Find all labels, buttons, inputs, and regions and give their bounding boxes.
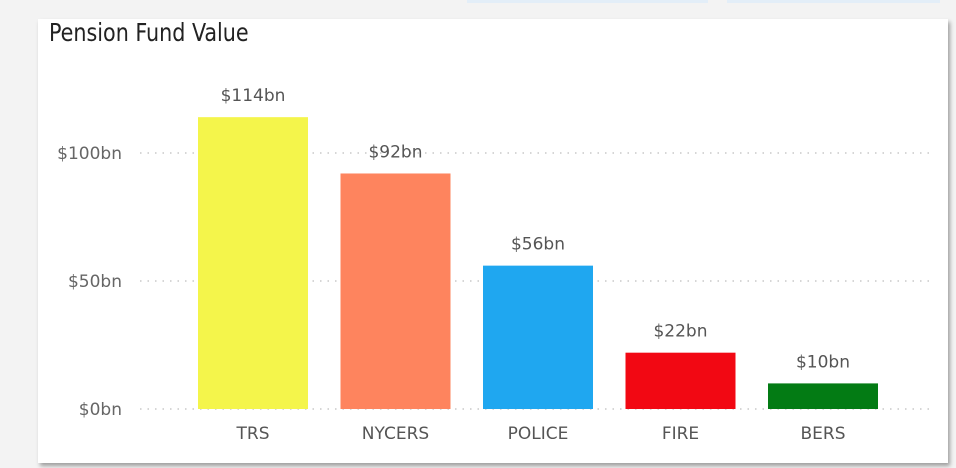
y-tick-label: $50bn [68,272,122,292]
x-tick-label: BERS [800,424,845,444]
x-tick-label: POLICE [508,424,569,444]
y-tick-label: $100bn [57,144,122,164]
bar-bers [768,383,878,409]
data-label: $56bn [511,235,565,255]
bar-nycers [340,173,451,409]
bar-trs [198,117,308,409]
bar-police [483,265,593,409]
data-label: $22bn [653,322,707,342]
y-tick-label: $0bn [79,400,122,420]
data-label: $10bn [796,352,850,372]
toolbar-button[interactable] [727,0,940,3]
data-label: $92bn [368,142,422,162]
chart-title: Pension Fund Value [49,18,249,47]
toolbar-button[interactable] [467,0,708,3]
bar-fire [625,352,736,409]
x-tick-label: FIRE [662,424,699,444]
data-label: $114bn [221,86,286,106]
x-tick-label: NYCERS [362,424,429,444]
x-tick-label: TRS [236,424,270,444]
